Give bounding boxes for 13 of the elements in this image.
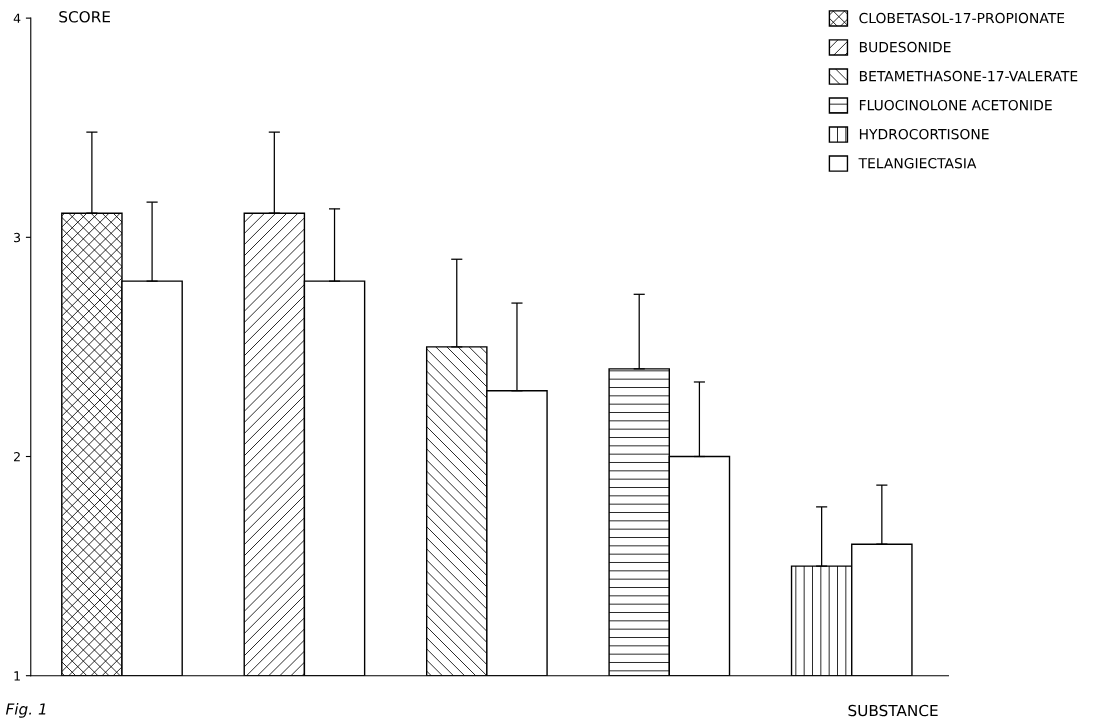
legend-label: TELANGIECTASIA xyxy=(858,157,977,169)
y-tick-label: 3 xyxy=(14,232,21,243)
x-axis-title: SUBSTANCE xyxy=(848,704,938,717)
y-axis-title: SCORE xyxy=(59,11,110,23)
legend-label: HYDROCORTISONE xyxy=(859,128,989,140)
caption: Fig. 1 xyxy=(5,702,46,718)
y-tick-label: 2 xyxy=(14,451,20,462)
y-tick-label: 1 xyxy=(14,671,20,681)
legend-label: BUDESONIDE xyxy=(859,41,951,53)
legend-label: CLOBETASOL-17-PROPIONATE xyxy=(859,12,1065,24)
legend-label: BETAMETHASONE-17-VALERATE xyxy=(859,70,1078,82)
legend-label: FLUOCINOLONE ACETONIDE xyxy=(859,99,1052,111)
y-tick-label: 4 xyxy=(13,13,21,23)
